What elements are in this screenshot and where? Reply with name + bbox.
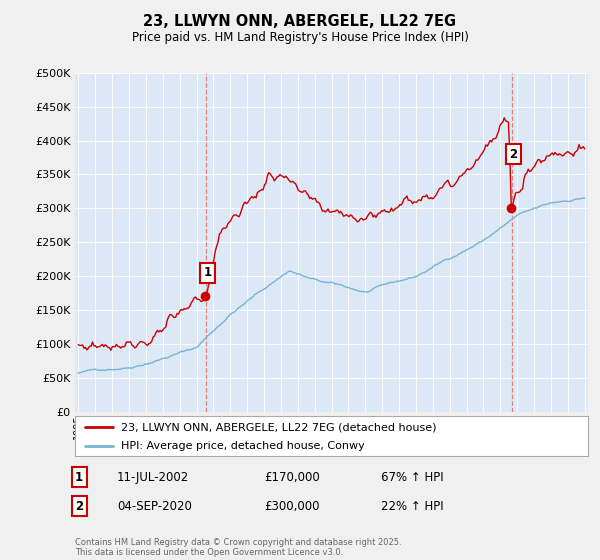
- Text: 67% ↑ HPI: 67% ↑ HPI: [381, 470, 443, 484]
- Text: Contains HM Land Registry data © Crown copyright and database right 2025.
This d: Contains HM Land Registry data © Crown c…: [75, 538, 401, 557]
- Text: Price paid vs. HM Land Registry's House Price Index (HPI): Price paid vs. HM Land Registry's House …: [131, 31, 469, 44]
- Text: 1: 1: [203, 266, 211, 279]
- Text: 04-SEP-2020: 04-SEP-2020: [117, 500, 192, 513]
- Text: 11-JUL-2002: 11-JUL-2002: [117, 470, 189, 484]
- Text: 23, LLWYN ONN, ABERGELE, LL22 7EG: 23, LLWYN ONN, ABERGELE, LL22 7EG: [143, 14, 457, 29]
- Text: £300,000: £300,000: [264, 500, 320, 513]
- Text: 22% ↑ HPI: 22% ↑ HPI: [381, 500, 443, 513]
- Text: HPI: Average price, detached house, Conwy: HPI: Average price, detached house, Conw…: [121, 441, 365, 451]
- Text: 2: 2: [509, 148, 517, 161]
- Text: 1: 1: [75, 470, 83, 484]
- Text: £170,000: £170,000: [264, 470, 320, 484]
- Text: 23, LLWYN ONN, ABERGELE, LL22 7EG (detached house): 23, LLWYN ONN, ABERGELE, LL22 7EG (detac…: [121, 422, 437, 432]
- Text: 2: 2: [75, 500, 83, 513]
